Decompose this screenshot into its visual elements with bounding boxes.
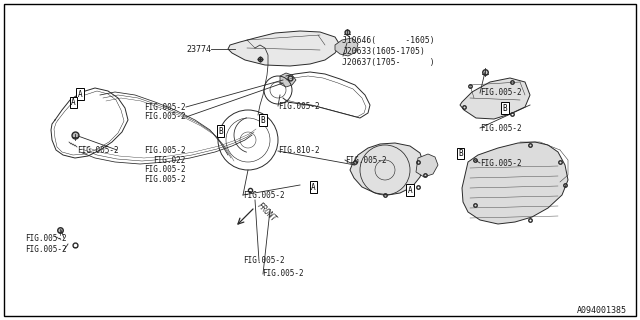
- Text: FIG.005-2: FIG.005-2: [243, 256, 285, 265]
- Text: FIG.005-2: FIG.005-2: [144, 103, 186, 112]
- Text: FIG.005-2: FIG.005-2: [26, 234, 67, 243]
- Text: FRONT: FRONT: [255, 201, 278, 223]
- Polygon shape: [460, 78, 530, 119]
- Text: FIG.022: FIG.022: [153, 156, 186, 164]
- Text: FIG.005-2: FIG.005-2: [480, 159, 522, 168]
- Text: FIG.005-2: FIG.005-2: [77, 146, 118, 155]
- Text: FIG.005-2: FIG.005-2: [144, 112, 186, 121]
- Polygon shape: [228, 31, 340, 66]
- Text: FIG.005-2: FIG.005-2: [480, 124, 522, 132]
- Text: J20637(1705-      ): J20637(1705- ): [342, 58, 435, 67]
- Text: FIG.005-2: FIG.005-2: [144, 175, 186, 184]
- Text: A: A: [71, 98, 76, 107]
- Text: FIG.005-2: FIG.005-2: [480, 88, 522, 97]
- Text: B: B: [458, 149, 463, 158]
- Polygon shape: [462, 142, 568, 224]
- Text: B: B: [218, 127, 223, 136]
- Text: B: B: [260, 116, 266, 124]
- Text: FIG.810-2: FIG.810-2: [278, 146, 320, 155]
- Text: FIG.005-2: FIG.005-2: [26, 245, 67, 254]
- Text: A: A: [311, 183, 316, 192]
- Text: 23774: 23774: [186, 45, 211, 54]
- Text: A: A: [408, 186, 412, 195]
- Polygon shape: [416, 154, 438, 177]
- Polygon shape: [335, 38, 358, 56]
- Text: FIG.005-2: FIG.005-2: [262, 269, 304, 278]
- Text: FIG.005-2: FIG.005-2: [346, 156, 387, 164]
- Text: FIG.005-2: FIG.005-2: [243, 191, 285, 200]
- Text: FIG.005-2: FIG.005-2: [144, 165, 186, 174]
- Text: A094001385: A094001385: [577, 306, 627, 315]
- Polygon shape: [280, 73, 296, 87]
- Text: A: A: [77, 90, 83, 99]
- Polygon shape: [350, 143, 424, 195]
- Text: J20633(1605-1705): J20633(1605-1705): [342, 47, 425, 56]
- Text: FIG.005-2: FIG.005-2: [278, 102, 320, 111]
- Text: J10646(      -1605): J10646( -1605): [342, 36, 435, 44]
- Text: FIG.005-2: FIG.005-2: [144, 146, 186, 155]
- Text: B: B: [502, 103, 508, 113]
